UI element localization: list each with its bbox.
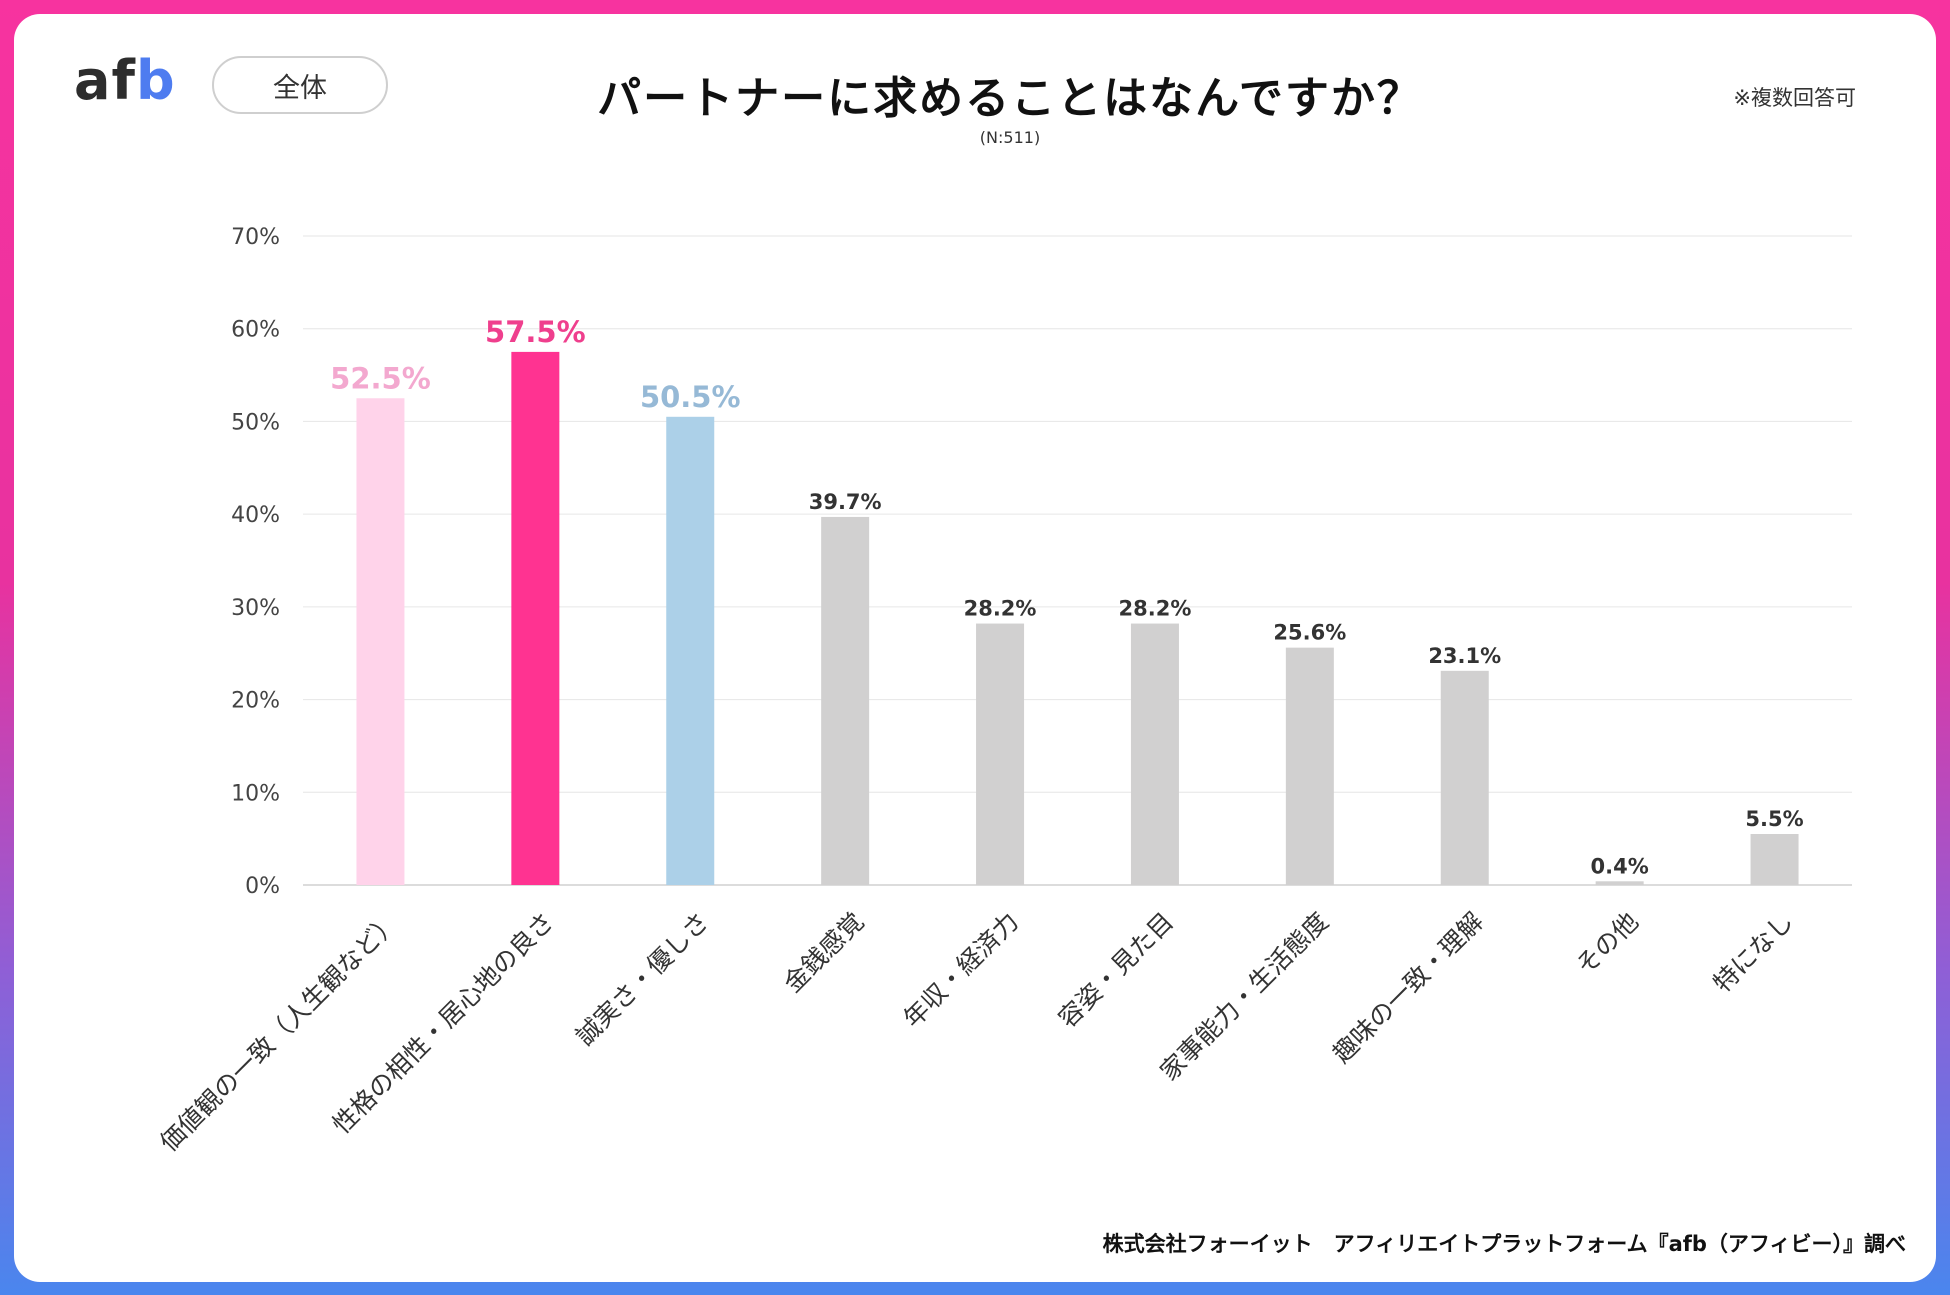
y-tick-label: 60% (231, 318, 280, 343)
bar (356, 398, 405, 885)
bar (976, 623, 1025, 885)
category-label: 特になし (1708, 907, 1799, 998)
y-tick-label: 10% (231, 781, 280, 806)
chart-card (14, 14, 1936, 1282)
chart-title: パートナーに求めることはなんですか？ (597, 73, 1423, 124)
category-label: 金銭感覚 (778, 907, 869, 998)
bar (1440, 670, 1489, 885)
bar (1130, 623, 1179, 885)
data-label: 0.4% (1591, 854, 1649, 878)
bars (356, 351, 1799, 886)
logo-text-b: b (135, 49, 176, 112)
y-tick-label: 70% (231, 225, 280, 250)
y-tick-label: 40% (231, 503, 280, 528)
data-label: 52.5% (330, 361, 431, 395)
y-tick-label: 20% (231, 689, 280, 714)
data-labels: 52.5% 57.5% 50.5% 39.7% 28.2% 28.2% 25.6% 23.1%… (330, 314, 1804, 878)
multiple-answer-note: ※複数回答可 (1733, 86, 1856, 110)
data-label: 5.5% (1745, 807, 1803, 831)
bar (1750, 834, 1799, 885)
bar (666, 416, 715, 885)
segment-pill: 全体 (212, 56, 388, 114)
data-label: 25.6% (1273, 621, 1346, 645)
category-label: 年収・経済力 (898, 907, 1025, 1034)
category-labels: 価値観の一致（人生観など）性格の相性・居心地の良さ 誠実さ・優しさ 金銭感覚 年収・経… (154, 907, 1798, 1157)
category-label: 誠実さ・優しさ (570, 907, 714, 1051)
y-tick-label: 0% (245, 874, 280, 899)
data-label: 39.7% (809, 490, 882, 514)
bar (511, 351, 560, 886)
source-credit: 株式会社フォーイット アフィリエイトプラットフォーム『afb（アフィビー）』調べ (1102, 1232, 1906, 1256)
sample-size: (N:511) (979, 128, 1041, 147)
y-tick-label: 30% (231, 596, 280, 621)
gridlines (303, 235, 1852, 886)
category-label: 容姿・見た目 (1053, 907, 1180, 1034)
data-label: 23.1% (1428, 644, 1501, 668)
category-label: 家事能力・生活態度 (1154, 907, 1334, 1087)
bar (1285, 647, 1334, 885)
data-label: 28.2% (964, 597, 1037, 621)
y-axis-ticks: 0% 10% 20% 30% 40% 50% 60% 70% (231, 225, 280, 899)
logo-text: af (74, 49, 136, 112)
data-label: 57.5% (485, 315, 586, 349)
afb-logo: afb (74, 54, 176, 108)
y-tick-label: 50% (231, 410, 280, 435)
category-label: その他 (1570, 907, 1644, 981)
data-label: 28.2% (1119, 597, 1192, 621)
bar (821, 516, 870, 885)
category-label: 趣味の一致・理解 (1327, 907, 1489, 1069)
data-label: 50.5% (640, 380, 741, 414)
bar (1595, 881, 1644, 885)
